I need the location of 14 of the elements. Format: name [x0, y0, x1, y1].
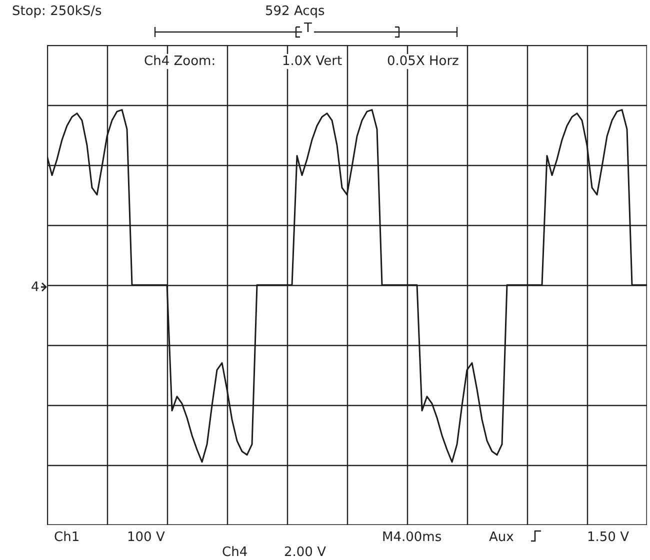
text: Ch4 Zoom: — [142, 54, 218, 69]
text: 1.0X Vert — [280, 54, 344, 69]
text: 100 V — [125, 530, 167, 545]
text: Ch4 — [220, 545, 250, 560]
text: 592 Acqs — [263, 4, 327, 19]
text: 4 — [29, 280, 42, 295]
text: T — [302, 21, 314, 36]
text: 1.50 V — [585, 530, 631, 545]
text: 2.00 V — [282, 545, 328, 560]
text: Ch1 — [52, 530, 82, 545]
text: 0.05X Horz — [385, 54, 461, 69]
text: M4.00ms — [380, 530, 444, 545]
text: Aux — [487, 530, 516, 545]
text: Stop: 250kS/s — [10, 4, 104, 19]
